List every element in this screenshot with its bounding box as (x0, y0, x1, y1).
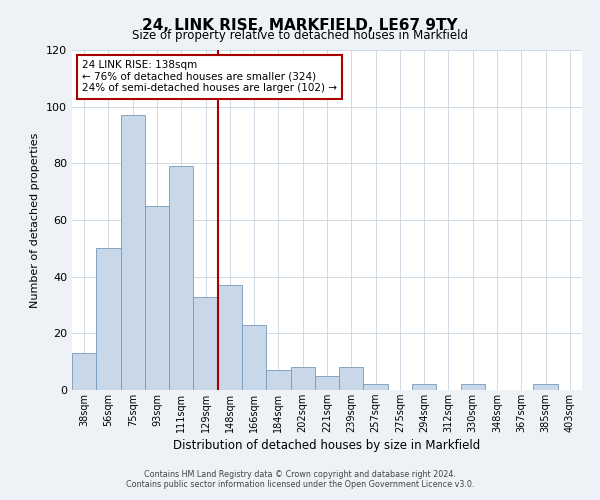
Text: 24 LINK RISE: 138sqm
← 76% of detached houses are smaller (324)
24% of semi-deta: 24 LINK RISE: 138sqm ← 76% of detached h… (82, 60, 337, 94)
Bar (121, 115, 145, 390)
Bar (266, 370, 290, 390)
Text: Size of property relative to detached houses in Markfield: Size of property relative to detached ho… (132, 29, 468, 42)
Bar (533, 384, 558, 390)
Bar (290, 368, 315, 390)
Bar (193, 296, 218, 390)
Bar (72, 353, 96, 390)
Y-axis label: Number of detached properties: Number of detached properties (31, 132, 40, 308)
Bar (96, 248, 121, 390)
Text: Contains HM Land Registry data © Crown copyright and database right 2024.
Contai: Contains HM Land Registry data © Crown c… (126, 470, 474, 489)
Bar (218, 285, 242, 390)
Bar (339, 368, 364, 390)
Bar (145, 206, 169, 390)
Bar (364, 384, 388, 390)
Bar (412, 384, 436, 390)
Bar (242, 325, 266, 390)
Bar (169, 166, 193, 390)
Bar (461, 384, 485, 390)
Bar (315, 376, 339, 390)
X-axis label: Distribution of detached houses by size in Markfield: Distribution of detached houses by size … (173, 439, 481, 452)
Text: 24, LINK RISE, MARKFIELD, LE67 9TY: 24, LINK RISE, MARKFIELD, LE67 9TY (142, 18, 458, 32)
